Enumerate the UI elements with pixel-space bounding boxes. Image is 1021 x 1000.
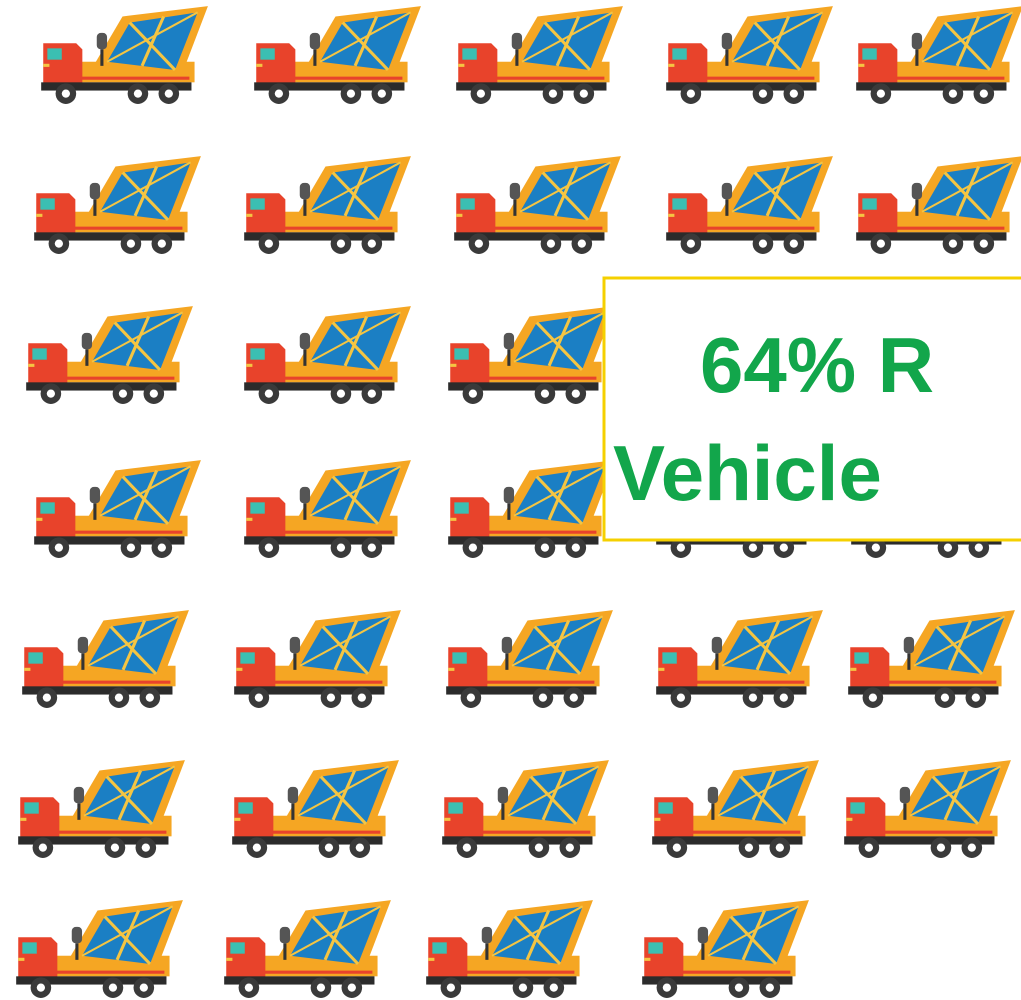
truck-icon	[34, 156, 201, 254]
truck-icon	[456, 6, 623, 104]
callout-line: 64% R	[700, 321, 934, 409]
truck-icon	[234, 610, 401, 708]
truck-icon	[844, 760, 1011, 858]
infographic: 64% R Vehicle	[0, 0, 1021, 1000]
truck-icon	[448, 306, 615, 404]
truck-icon	[426, 900, 593, 998]
truck-icon	[656, 610, 823, 708]
callout-line: Vehicle	[613, 429, 882, 517]
truck-icon	[224, 900, 391, 998]
truck-icon	[26, 306, 193, 404]
truck-icon	[448, 460, 615, 558]
truck-icon	[454, 156, 621, 254]
truck-icon	[34, 460, 201, 558]
truck-icon	[856, 6, 1021, 104]
truck-icon	[244, 460, 411, 558]
truck-icon	[666, 6, 833, 104]
truck-icon	[652, 760, 819, 858]
truck-icon	[856, 156, 1021, 254]
truck-icon	[232, 760, 399, 858]
truck-icon	[18, 760, 185, 858]
truck-icon	[16, 900, 183, 998]
truck-icon	[244, 306, 411, 404]
truck-icon	[254, 6, 421, 104]
truck-icon	[848, 610, 1015, 708]
truck-icon	[442, 760, 609, 858]
page: 64% R Vehicle (() => { const data = JSON…	[0, 0, 1021, 1000]
truck-icon	[244, 156, 411, 254]
truck-icon	[642, 900, 809, 998]
truck-icon	[41, 6, 208, 104]
truck-icon	[666, 156, 833, 254]
truck-icon	[446, 610, 613, 708]
truck-icon	[22, 610, 189, 708]
